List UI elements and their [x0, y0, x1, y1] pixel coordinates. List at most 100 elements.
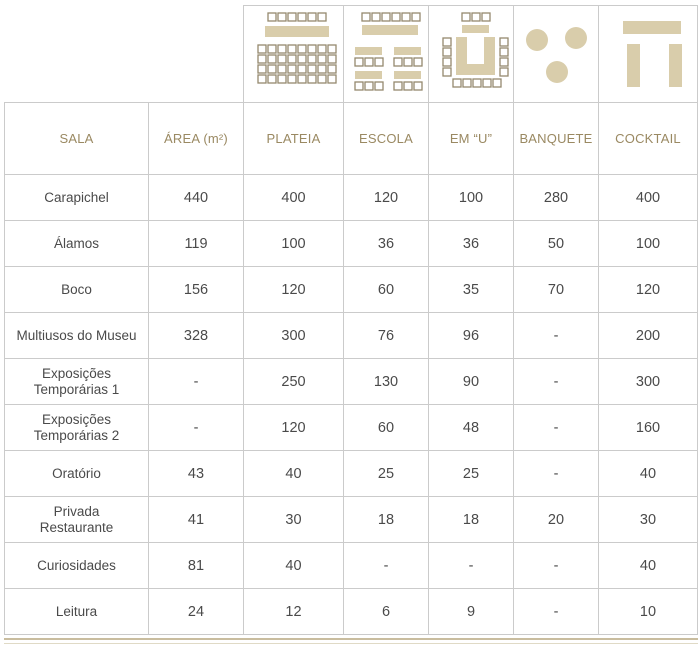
- banquete-cell: -: [513, 404, 599, 451]
- em-u-cell: 36: [428, 220, 514, 267]
- escola-cell: 25: [343, 450, 429, 497]
- plateia-cell: 40: [243, 450, 344, 497]
- area-cell: 328: [148, 312, 244, 359]
- banquete-cell: -: [513, 542, 599, 589]
- escola-cell: 130: [343, 358, 429, 405]
- em-u-cell: 25: [428, 450, 514, 497]
- room-name-cell: Leitura: [4, 588, 149, 635]
- escola-cell: -: [343, 542, 429, 589]
- plateia-icon-cell: [243, 5, 344, 103]
- plateia-cell: 400: [243, 174, 344, 221]
- escola-cell: 36: [343, 220, 429, 267]
- banquete-cell: 20: [513, 496, 599, 543]
- table-row: Exposições Temporárias 2 - 120 60 48 - 1…: [4, 404, 698, 451]
- area-cell: 43: [148, 450, 244, 497]
- cocktail-cell: 100: [598, 220, 698, 267]
- banquete-cell: -: [513, 588, 599, 635]
- room-name-cell: Exposições Temporárias 2: [4, 404, 149, 451]
- em-u-cell: 18: [428, 496, 514, 543]
- em-u-cell: 35: [428, 266, 514, 313]
- plateia-cell: 120: [243, 266, 344, 313]
- cocktail-cell: 40: [598, 450, 698, 497]
- table-row: Multiusos do Museu 328 300 76 96 - 200: [4, 312, 698, 359]
- header-sala: SALA: [4, 102, 149, 175]
- escola-cell: 18: [343, 496, 429, 543]
- em-u-cell: 100: [428, 174, 514, 221]
- capacity-table: SALA ÁREA (m²) PLATEIA ESCOLA EM “U” BAN…: [4, 5, 698, 635]
- table-row: Álamos 119 100 36 36 50 100: [4, 220, 698, 267]
- em-u-cell: 48: [428, 404, 514, 451]
- em-u-cell: 9: [428, 588, 514, 635]
- room-name-cell: Exposições Temporárias 1: [4, 358, 149, 405]
- cocktail-cell: 160: [598, 404, 698, 451]
- area-cell: 440: [148, 174, 244, 221]
- area-cell: 81: [148, 542, 244, 589]
- room-name-cell: Privada Restaurante: [4, 496, 149, 543]
- area-cell: 24: [148, 588, 244, 635]
- table-row: Leitura 24 12 6 9 - 10: [4, 588, 698, 635]
- room-name-cell: Carapichel: [4, 174, 149, 221]
- banquete-cell: -: [513, 312, 599, 359]
- area-cell: -: [148, 404, 244, 451]
- cocktail-cell: 30: [598, 496, 698, 543]
- cocktail-cell: 200: [598, 312, 698, 359]
- blank-corner: [5, 6, 244, 103]
- area-cell: -: [148, 358, 244, 405]
- table-body: Carapichel 440 400 120 100 280 400 Álamo…: [4, 174, 698, 635]
- plateia-cell: 12: [243, 588, 344, 635]
- u-shape-table-icon: [442, 12, 509, 88]
- escola-cell: 76: [343, 312, 429, 359]
- cocktail-cell: 10: [598, 588, 698, 635]
- round-tables-icon: [526, 27, 587, 83]
- header-banquete: BANQUETE: [513, 102, 599, 175]
- cocktail-cell: 120: [598, 266, 698, 313]
- plateia-cell: 120: [243, 404, 344, 451]
- theater-rows-icon: [257, 12, 337, 84]
- table-row: Boco 156 120 60 35 70 120: [4, 266, 698, 313]
- room-name-cell: Álamos: [4, 220, 149, 267]
- cocktail-cell: 300: [598, 358, 698, 405]
- standing-tables-icon: [623, 21, 682, 87]
- area-cell: 156: [148, 266, 244, 313]
- escola-cell: 60: [343, 266, 429, 313]
- table-row: Exposições Temporárias 1 - 250 130 90 - …: [4, 358, 698, 405]
- cocktail-cell: 400: [598, 174, 698, 221]
- plateia-cell: 30: [243, 496, 344, 543]
- em-u-icon-cell: [428, 5, 514, 103]
- area-cell: 41: [148, 496, 244, 543]
- classroom-desks-icon: [354, 12, 423, 91]
- banquete-cell: -: [513, 358, 599, 405]
- table-row: Privada Restaurante 41 30 18 18 20 30: [4, 496, 698, 543]
- bottom-accent-faint-line: [4, 643, 698, 644]
- cocktail-icon-cell: [598, 5, 698, 103]
- banquete-cell: 280: [513, 174, 599, 221]
- plateia-cell: 40: [243, 542, 344, 589]
- banquete-cell: 50: [513, 220, 599, 267]
- banquete-cell: 70: [513, 266, 599, 313]
- em-u-cell: 90: [428, 358, 514, 405]
- cocktail-cell: 40: [598, 542, 698, 589]
- header-escola: ESCOLA: [343, 102, 429, 175]
- banquete-cell: -: [513, 450, 599, 497]
- area-cell: 119: [148, 220, 244, 267]
- room-name-cell: Multiusos do Museu: [4, 312, 149, 359]
- layout-icon-row: [5, 5, 698, 103]
- table-row: Curiosidades 81 40 - - - 40: [4, 542, 698, 589]
- header-cocktail: COCKTAIL: [598, 102, 698, 175]
- header-plateia: PLATEIA: [243, 102, 344, 175]
- escola-cell: 60: [343, 404, 429, 451]
- plateia-cell: 250: [243, 358, 344, 405]
- plateia-cell: 100: [243, 220, 344, 267]
- escola-icon-cell: [343, 5, 429, 103]
- room-name-cell: Curiosidades: [4, 542, 149, 589]
- column-header-row: SALA ÁREA (m²) PLATEIA ESCOLA EM “U” BAN…: [4, 102, 698, 175]
- plateia-cell: 300: [243, 312, 344, 359]
- table-row: Oratório 43 40 25 25 - 40: [4, 450, 698, 497]
- em-u-cell: 96: [428, 312, 514, 359]
- header-area: ÁREA (m²): [148, 102, 244, 175]
- table-row: Carapichel 440 400 120 100 280 400: [4, 174, 698, 221]
- room-name-cell: Boco: [4, 266, 149, 313]
- room-name-cell: Oratório: [4, 450, 149, 497]
- header-em-u: EM “U”: [428, 102, 514, 175]
- banquete-icon-cell: [513, 5, 599, 103]
